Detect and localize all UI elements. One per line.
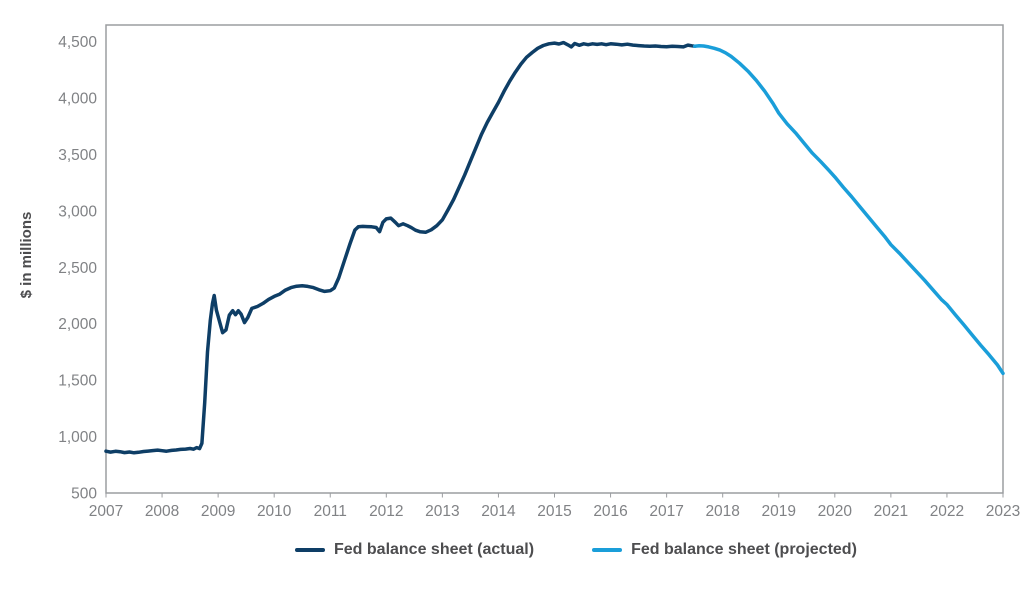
- x-tick-label: 2017: [649, 503, 683, 520]
- x-tick-label: 2021: [874, 503, 908, 520]
- y-tick-label: 1,500: [58, 373, 97, 390]
- chart-svg: 2007 2008 2009 2010 2011 2012 2013 2014 2015 2016…: [58, 24, 1020, 520]
- y-tick-label: 4,500: [58, 34, 97, 51]
- x-tick-label: 2022: [930, 503, 964, 520]
- x-tick-label: 2012: [369, 503, 403, 520]
- legend-item-actual: Fed balance sheet (actual): [295, 541, 534, 559]
- x-tick-label: 2013: [425, 503, 459, 520]
- x-tick-label: 2018: [705, 503, 739, 520]
- x-tick-label: 2008: [145, 503, 179, 520]
- chart-legend: Fed balance sheet (actual) Fed balance s…: [295, 539, 857, 561]
- axis-ticks: [105, 493, 1004, 498]
- data-series: [104, 40, 1005, 455]
- x-tick-label: 2020: [818, 503, 853, 520]
- y-tick-label: 4,000: [58, 90, 97, 107]
- projected-line-swatch: [592, 548, 623, 552]
- y-tick-label: 1,000: [58, 429, 97, 446]
- x-tick-label: 2009: [201, 503, 235, 520]
- x-tick-label: 2007: [89, 503, 123, 520]
- x-tick-label: 2019: [762, 503, 796, 520]
- y-tick-label: 3,000: [58, 203, 97, 220]
- legend-item-projected: Fed balance sheet (projected): [592, 541, 857, 559]
- x-tick-label: 2014: [481, 503, 516, 520]
- y-tick-label: 3,500: [58, 147, 97, 164]
- x-tick-label: 2010: [257, 503, 292, 520]
- y-tick-label: 2,500: [58, 260, 97, 277]
- actual-line: [104, 40, 697, 455]
- x-tick-label: 2015: [537, 503, 571, 520]
- y-axis-tick-labels: 500 1,000 1,500 2,000 2,500 3,000 3,500 4,000 4,…: [58, 34, 97, 503]
- x-tick-label: 2023: [986, 503, 1020, 520]
- x-axis-tick-labels: 2007 2008 2009 2010 2011 2012 2013 2014 2015 2016…: [89, 503, 1020, 520]
- plot-border: [105, 24, 1004, 494]
- x-tick-label: 2011: [314, 503, 347, 520]
- legend-label-actual: Fed balance sheet (actual): [334, 541, 535, 558]
- y-tick-label: 500: [71, 486, 97, 503]
- plot-border-rect: [105, 24, 1004, 494]
- legend-label-projected: Fed balance sheet (projected): [631, 541, 857, 558]
- projected-line: [692, 44, 1005, 376]
- y-tick-label: 2,000: [58, 316, 97, 333]
- x-tick-label: 2016: [593, 503, 627, 520]
- actual-line-swatch: [295, 548, 325, 552]
